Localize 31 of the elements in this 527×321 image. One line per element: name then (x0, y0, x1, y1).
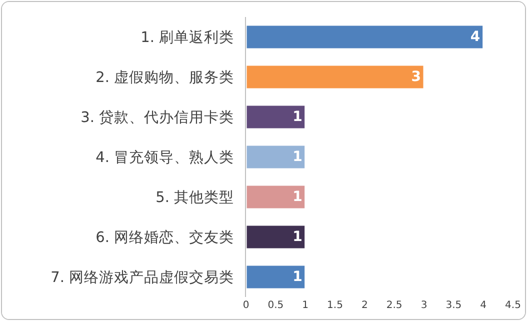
x-tick-label: 1.5 (327, 300, 343, 311)
data-label: 3 (411, 69, 421, 85)
y-tick-label: 3. 贷款、代办信用卡类 (80, 109, 234, 126)
x-tick-label: 0 (242, 300, 250, 311)
y-tick-label: 4. 冒充领导、熟人类 (96, 149, 234, 166)
y-tick-label: 6. 网络婚恋、交友类 (96, 229, 234, 246)
bar (246, 224, 306, 250)
bar (246, 184, 306, 210)
bar (246, 24, 484, 50)
x-tick-label: 3 (420, 300, 428, 311)
bar (246, 64, 425, 90)
x-tick-label: 0.5 (268, 300, 284, 311)
x-tick-label: 4.5 (505, 300, 521, 311)
y-tick-label: 5. 其他类型 (156, 189, 234, 206)
y-tick-label: 1. 刷单返利类 (140, 29, 234, 46)
x-tick-label: 2.5 (386, 300, 402, 311)
data-label: 1 (292, 229, 302, 245)
bar (246, 144, 306, 170)
data-label: 1 (292, 109, 302, 125)
bar (246, 104, 306, 130)
bar (246, 264, 306, 290)
y-tick-label: 2. 虚假购物、服务类 (96, 69, 234, 86)
x-tick-label: 4 (480, 300, 487, 311)
x-tick-label: 1 (302, 300, 309, 311)
data-label: 4 (470, 29, 480, 45)
data-label: 1 (292, 189, 302, 205)
data-label: 1 (292, 269, 302, 285)
data-label: 1 (292, 149, 302, 165)
x-tick-label: 2 (361, 300, 368, 311)
x-tick-label: 3.5 (446, 300, 462, 311)
y-tick-label: 7. 网络游戏产品虚假交易类 (50, 269, 234, 286)
